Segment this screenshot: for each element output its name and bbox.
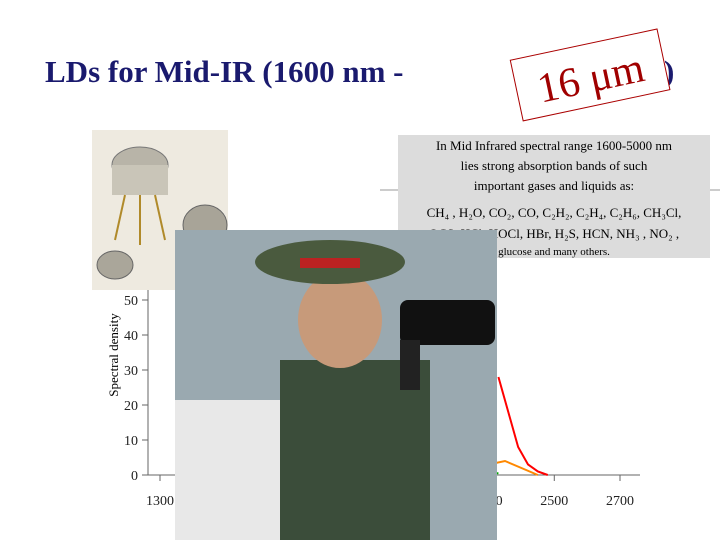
gas-line: glucose and many others. xyxy=(498,246,610,258)
info-line: important gases and liquids as: xyxy=(474,178,634,193)
y-tick-label: 20 xyxy=(124,399,138,414)
info-line: In Mid Infrared spectral range 1600-5000… xyxy=(436,138,672,153)
title: LDs for Mid-IR (1600 nm - xyxy=(45,54,404,89)
info-line: lies strong absorption bands of such xyxy=(461,158,648,173)
title-end: ) xyxy=(664,54,674,89)
y-tick-label: 50 xyxy=(124,294,138,309)
y-tick-label: 10 xyxy=(124,434,138,449)
x-tick-label: 1300 xyxy=(146,494,174,509)
police-photo xyxy=(175,230,497,540)
title-box-group: 16 μm xyxy=(509,28,671,122)
y-axis-label: Spectral density xyxy=(106,313,121,397)
x-tick-label: 2500 xyxy=(540,494,568,509)
title-box xyxy=(509,28,671,122)
y-tick-label: 0 xyxy=(131,469,138,484)
x-tick-label: 2700 xyxy=(606,494,634,509)
gas-line: CH₄ , H₂O, CO₂, CO, C₂H₂, C₂H₄, C₂H₆, CH… xyxy=(427,205,682,220)
y-tick-label: 30 xyxy=(124,364,138,379)
series-line xyxy=(497,376,549,476)
y-tick-label: 40 xyxy=(124,329,138,344)
